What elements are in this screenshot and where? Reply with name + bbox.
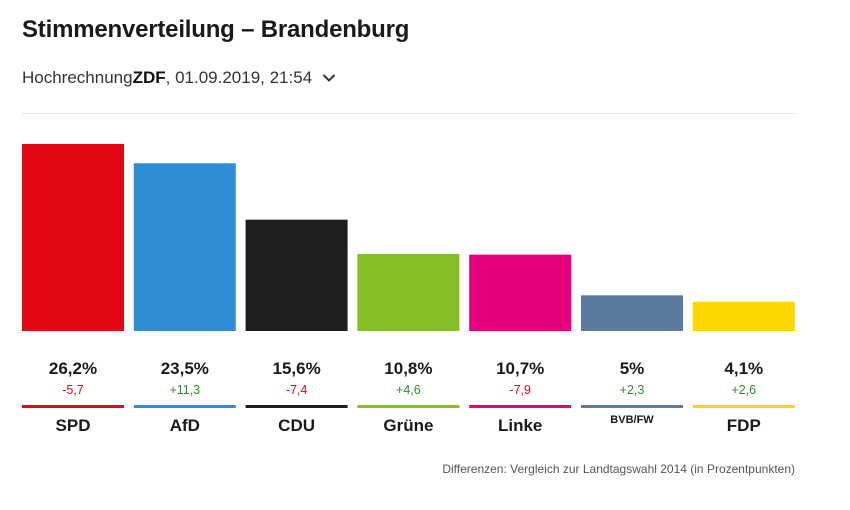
difference-label-2: -7,4 [286,383,308,397]
party-underline-5 [581,405,683,408]
forecast-subtitle[interactable]: Hochrechnung ZDF , 01.09.2019, 21:54 [22,68,336,88]
category-label-1: AfD [170,416,200,435]
party-underline-6 [693,405,795,408]
bar-2 [246,220,348,331]
value-label-0: 26,2% [49,359,97,378]
party-underline-3 [357,405,459,408]
bar-5 [581,295,683,331]
header-divider [22,113,795,114]
difference-label-3: +4,6 [396,383,421,397]
value-label-1: 23,5% [161,359,209,378]
chevron-down-icon[interactable] [322,68,336,88]
party-underline-4 [469,405,571,408]
category-label-3: Grüne [383,416,433,435]
page-title: Stimmenverteilung – Brandenburg [22,16,409,44]
category-label-0: SPD [56,416,91,435]
bar-0 [22,144,124,331]
party-underline-2 [246,405,348,408]
value-label-5: 5% [620,359,645,378]
difference-label-1: +11,3 [169,383,200,397]
bar-1 [134,163,236,331]
value-label-2: 15,6% [272,359,320,378]
value-label-6: 4,1% [724,359,763,378]
category-label-2: CDU [278,416,315,435]
category-label-5: BVB/FW [610,414,654,426]
category-label-6: FDP [727,416,761,435]
subtitle-source: ZDF [133,68,166,88]
bar-chart: 26,2% -5,7 SPD 23,5% +11,3 AfD 15,6% -7,4 CDU 10,… [0,120,850,440]
party-underline-1 [134,405,236,408]
difference-label-6: +2,6 [731,383,756,397]
footnote: Differenzen: Vergleich zur Landtagswahl … [442,462,795,476]
subtitle-prefix: Hochrechnung [22,68,133,88]
value-label-3: 10,8% [384,359,432,378]
bar-4 [469,255,571,331]
value-label-4: 10,7% [496,359,544,378]
difference-label-5: +2,3 [620,383,645,397]
category-label-4: Linke [498,416,542,435]
bar-3 [357,254,459,331]
subtitle-timestamp: , 01.09.2019, 21:54 [166,68,313,88]
difference-label-4: -7,9 [509,383,531,397]
party-underline-0 [22,405,124,408]
difference-label-0: -5,7 [62,383,84,397]
bar-6 [693,302,795,331]
